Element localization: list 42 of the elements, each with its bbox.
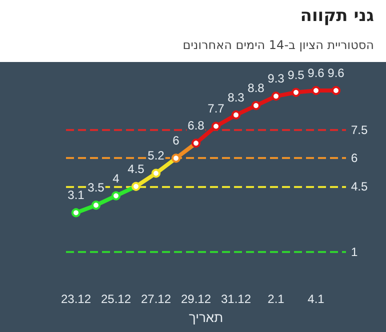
x-tick-label: 27.12	[140, 292, 172, 306]
x-axis-title: תאריך	[188, 310, 224, 325]
x-tick-label: 31.12	[220, 292, 252, 306]
chart-subtitle: הסטוריית הציון ב-14 הימים האחרונים	[182, 38, 374, 52]
point	[172, 154, 180, 163]
point	[312, 86, 320, 96]
point	[92, 200, 100, 210]
data-label: 9.6	[328, 66, 345, 80]
point	[212, 122, 220, 131]
data-label: 9.5	[288, 68, 305, 82]
x-tick-label: 29.12	[180, 292, 212, 306]
x-tick-label: 2.1	[268, 292, 285, 306]
x-tick-label: 23.12	[60, 292, 92, 306]
x-tick-label: 25.12	[100, 292, 132, 306]
data-label: 9.3	[268, 72, 285, 86]
ref-line-label: 4.5	[351, 179, 368, 194]
chart-title: גני תקווה	[300, 6, 374, 26]
ref-line-label: 1	[351, 245, 358, 260]
ref-line-label: 6	[351, 151, 358, 166]
data-label: 7.7	[208, 102, 225, 116]
data-label: 9.6	[308, 66, 325, 80]
point	[132, 182, 140, 191]
data-label: 4.5	[128, 162, 145, 176]
ref-line-label: 7.5	[351, 123, 368, 137]
point	[332, 86, 340, 96]
data-label: 3.5	[88, 180, 105, 195]
point	[152, 168, 160, 178]
data-label: 8.3	[228, 90, 245, 104]
point	[252, 101, 260, 110]
point	[292, 88, 300, 97]
data-label: 6.8	[188, 118, 205, 133]
data-label: 6	[172, 134, 180, 148]
data-label: 3.1	[68, 188, 85, 202]
point	[192, 138, 200, 148]
data-label: 5.2	[148, 148, 165, 163]
x-tick-label: 4.1	[308, 292, 325, 306]
data-label: 4	[112, 171, 120, 186]
point	[112, 191, 120, 200]
point	[272, 92, 280, 101]
point	[232, 110, 240, 120]
point	[72, 208, 80, 218]
data-label: 8.8	[248, 81, 265, 96]
